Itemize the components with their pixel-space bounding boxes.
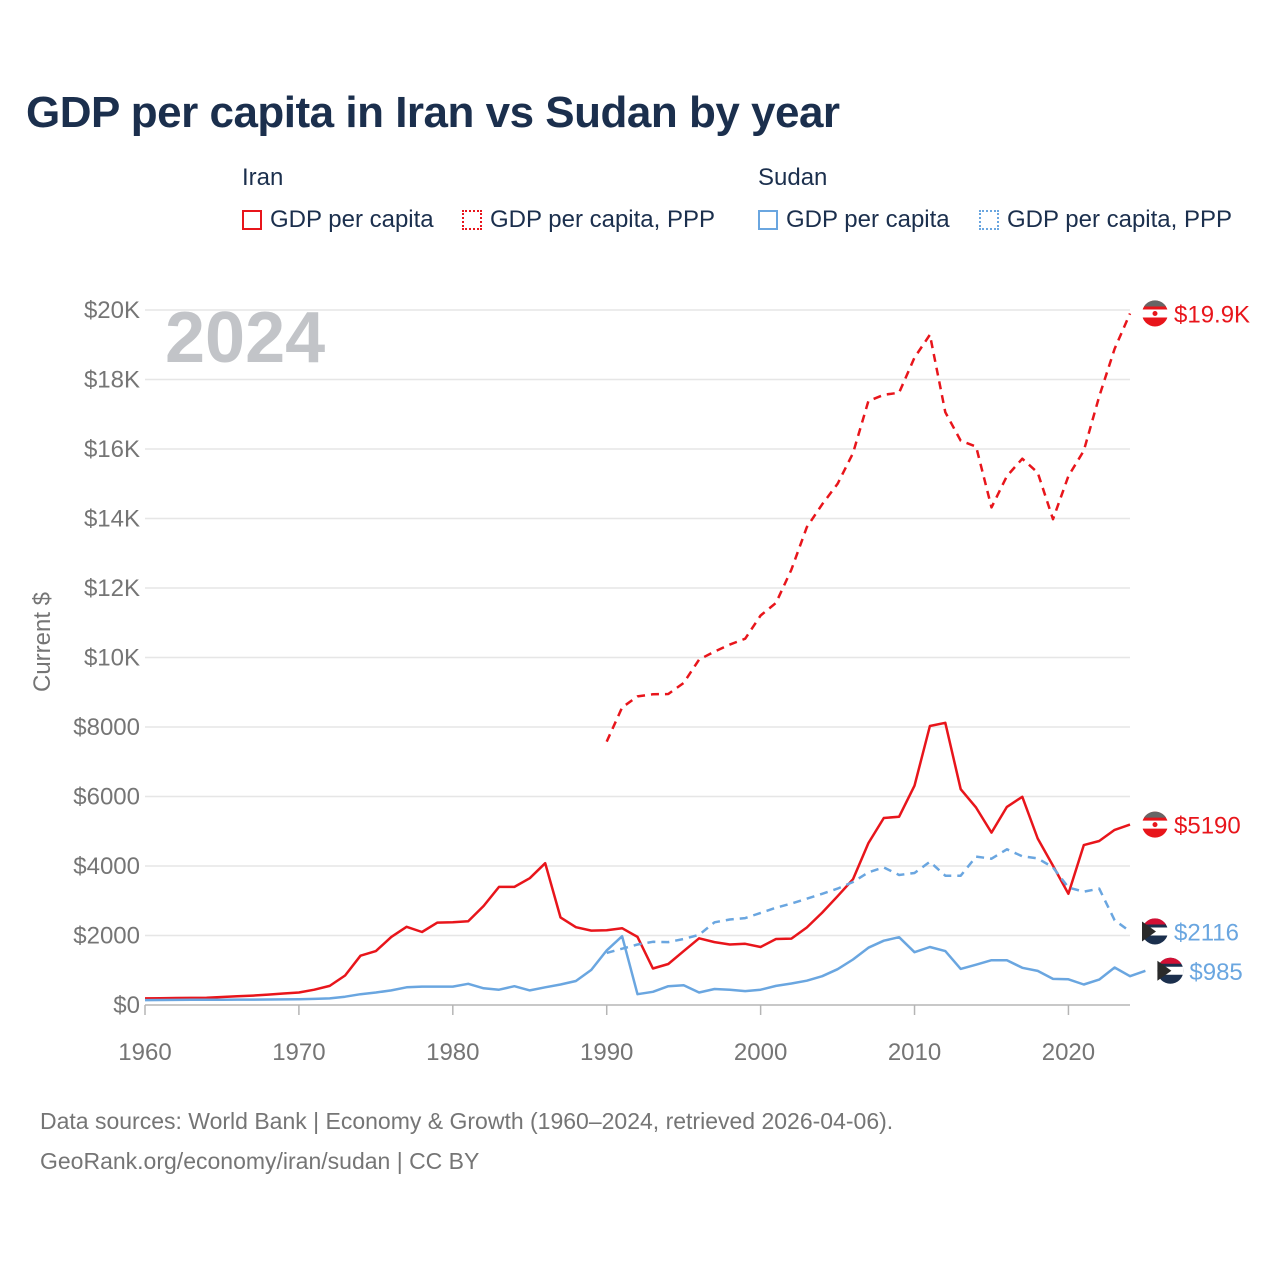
series-lines — [144, 313, 1146, 1002]
x-tick-label: 1980 — [426, 1039, 479, 1066]
series-line-0 — [144, 721, 1131, 1000]
series-line-2 — [144, 934, 1146, 1002]
x-tick-label: 1960 — [118, 1039, 171, 1066]
y-tick-label: $6000 — [73, 784, 140, 811]
gridlines — [145, 309, 1130, 1006]
y-tick-label: $12K — [84, 575, 140, 602]
footer-attribution: GeoRank.org/economy/iran/sudan | CC BY — [40, 1148, 480, 1174]
x-axis-ticks: 1960 1970 1980 1990 2000 2010 2020 — [118, 1005, 1095, 1066]
flag-top-band — [1144, 811, 1166, 818]
legend-swatch-solid-icon — [758, 210, 778, 230]
end-markers: $5190 $19.9K $985 $2116 — [1142, 300, 1250, 986]
legend-swatch-solid-icon — [242, 210, 262, 230]
end-value-label: $985 — [1189, 959, 1242, 986]
flag-triangle — [1157, 960, 1172, 981]
end-value-label: $5190 — [1174, 813, 1241, 840]
end-value-label: $19.9K — [1174, 301, 1250, 328]
legend-label-sudan-gdp: GDP per capita — [786, 206, 950, 233]
sudan-flag-icon — [1157, 957, 1184, 984]
flag-top-band — [1144, 300, 1166, 307]
y-axis-label: Current $ — [29, 592, 56, 692]
legend-swatch-dotted-icon — [462, 210, 482, 230]
flag-red-band — [1159, 957, 1182, 964]
line-chart: 2024 $0$2000$4000$6000$8000$10K$12K$14K$… — [29, 297, 1250, 1066]
legend-label-iran-gdp: GDP per capita — [270, 206, 434, 233]
flag-triangle — [1142, 921, 1156, 942]
series-line-1 — [605, 313, 1132, 743]
chart-title: GDP per capita in Iran vs Sudan by year — [26, 88, 840, 137]
series-line-3 — [606, 848, 1131, 955]
y-tick-label: $2000 — [73, 923, 140, 950]
legend-item-sudan-ppp[interactable]: GDP per capita, PPP — [979, 206, 1232, 234]
legend-swatch-dotted-icon — [979, 210, 999, 230]
y-tick-label: $10K — [84, 645, 140, 672]
legend-item-sudan-gdp[interactable]: GDP per capita — [758, 206, 950, 234]
legend-iran-label: Iran — [242, 164, 284, 191]
iran-flag-icon — [1142, 300, 1168, 327]
iran-flag-icon — [1142, 811, 1168, 838]
footer-sources: Data sources: World Bank | Economy & Gro… — [40, 1108, 894, 1134]
y-tick-label: $18K — [84, 367, 140, 394]
legend-item-iran-ppp[interactable]: GDP per capita, PPP — [462, 206, 715, 234]
sudan-flag-icon — [1142, 918, 1168, 945]
flag-emblem — [1152, 310, 1158, 316]
year-watermark: 2024 — [165, 298, 325, 378]
x-tick-label: 2000 — [734, 1039, 787, 1066]
y-axis-ticks: $0 $2000 $4000 $6000 $8000 $10K $12K $14K $16K $1… — [73, 297, 140, 1019]
legend-item-iran-gdp[interactable]: GDP per capita — [242, 206, 434, 234]
legend-label-iran-ppp: GDP per capita, PPP — [490, 206, 715, 233]
y-tick-label: $16K — [84, 436, 140, 463]
y-tick-label: $20K — [84, 297, 140, 324]
end-value-label: $2116 — [1174, 919, 1239, 946]
flag-emblem — [1152, 822, 1158, 828]
y-tick-label: $14K — [84, 506, 140, 533]
flag-red-band — [1144, 918, 1166, 925]
x-tick-label: 1970 — [272, 1039, 325, 1066]
x-tick-label: 1990 — [580, 1039, 633, 1066]
legend-label-sudan-ppp: GDP per capita, PPP — [1007, 206, 1232, 233]
x-tick-label: 2020 — [1042, 1039, 1095, 1066]
y-tick-label: $8000 — [73, 714, 140, 741]
legend-sudan-label: Sudan — [758, 164, 828, 191]
x-tick-label: 2010 — [888, 1039, 941, 1066]
y-tick-label: $0 — [113, 992, 140, 1019]
y-tick-label: $4000 — [73, 853, 140, 880]
